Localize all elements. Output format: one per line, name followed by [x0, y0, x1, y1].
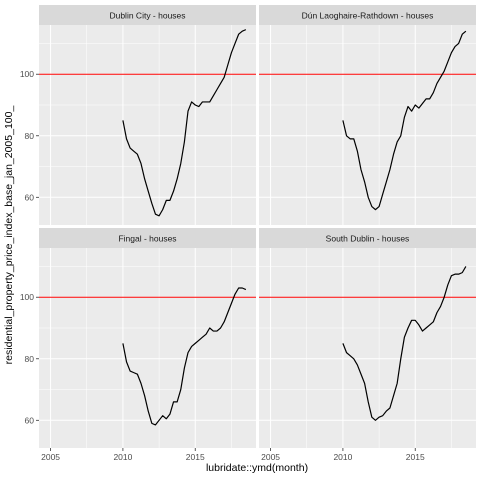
panel-1: Dublin City - houses 60 80 100	[20, 5, 256, 225]
y-axis-title: residential_property_price_index_base_ja…	[3, 106, 15, 365]
panel-2: Dún Laoghaire-Rathdown - houses	[259, 5, 476, 225]
facet-title: Fingal - houses	[118, 234, 176, 244]
series-line	[342, 30, 467, 211]
facet-strip	[259, 5, 476, 25]
panel-background	[39, 248, 256, 448]
panel-background	[259, 248, 476, 448]
y-tick-label: 80	[25, 131, 35, 141]
panel-4: South Dublin - houses 2005 2010 2015	[259, 228, 476, 462]
series-line	[122, 287, 247, 426]
facet-title: Dublin City - houses	[109, 11, 185, 21]
facet-title: South Dublin - houses	[326, 234, 410, 244]
series-line	[342, 266, 467, 421]
facet-title: Dún Laoghaire-Rathdown - houses	[302, 11, 434, 21]
y-tick-label: 100	[20, 69, 34, 79]
x-tick-label: 2005	[41, 452, 60, 462]
y-tick-label: 80	[25, 354, 35, 364]
y-tick-label: 60	[25, 415, 35, 425]
x-axis-title: lubridate::ymd(month)	[206, 462, 308, 474]
facet-strip	[39, 5, 256, 25]
facet-strip	[39, 228, 256, 248]
panel-3: Fingal - houses 60 80 100 2005 2010 2015	[20, 228, 256, 462]
panel-background	[39, 25, 256, 225]
x-tick-label: 2010	[113, 452, 132, 462]
facet-strip	[259, 228, 476, 248]
y-tick-label: 60	[25, 192, 35, 202]
x-tick-label: 2010	[333, 452, 352, 462]
x-tick-label: 2005	[261, 452, 280, 462]
series-line	[122, 29, 247, 217]
x-tick-label: 2015	[186, 452, 205, 462]
x-tick-label: 2015	[406, 452, 425, 462]
y-tick-label: 100	[20, 292, 34, 302]
